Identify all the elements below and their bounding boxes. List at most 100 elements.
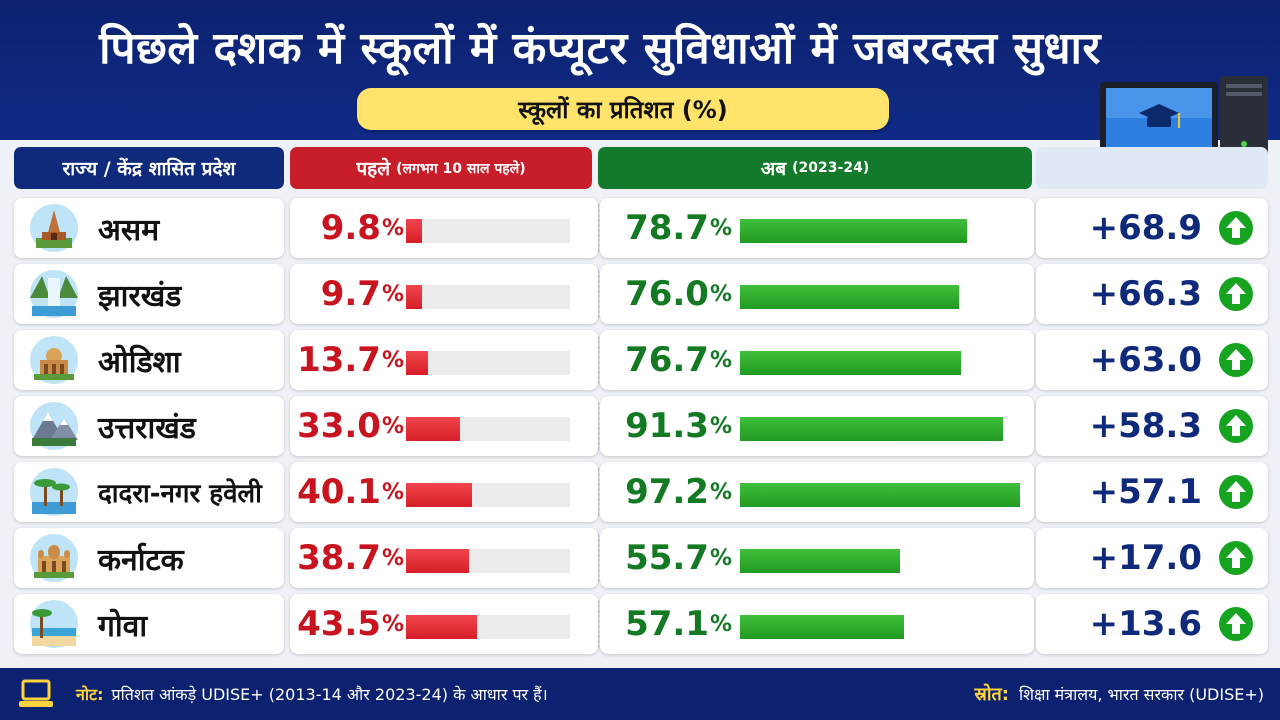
column-header-before-note: (लगभग 10 साल पहले) bbox=[396, 160, 526, 177]
before-value: 9.7 bbox=[320, 274, 381, 314]
column-divider bbox=[598, 204, 599, 252]
before-cell: 13.7% bbox=[290, 330, 598, 390]
now-value-label: 55.7% bbox=[600, 528, 732, 588]
now-cell: 78.7% bbox=[600, 198, 1034, 258]
footer-note-text: प्रतिशत आंकड़े UDISE+ (2013-14 और 2023-2… bbox=[111, 685, 548, 704]
table-row: कर्नाटक 38.7% 55.7% +17.0 bbox=[14, 528, 1268, 588]
now-cell: 91.3% bbox=[600, 396, 1034, 456]
change-value: +68.9 bbox=[1089, 208, 1202, 248]
before-value-label: 9.8% bbox=[290, 198, 404, 258]
now-bar bbox=[740, 483, 1020, 507]
now-cell: 57.1% bbox=[600, 594, 1034, 654]
column-header-state: राज्य / केंद्र शासित प्रदेश bbox=[14, 147, 284, 189]
change-cell: +66.3 bbox=[1036, 264, 1268, 324]
before-value: 43.5 bbox=[297, 604, 381, 644]
now-value: 76.7 bbox=[625, 340, 709, 380]
percent-sign: % bbox=[709, 413, 732, 439]
column-header-state-label: राज्य / केंद्र शासित प्रदेश bbox=[62, 158, 236, 180]
state-name: झारखंड bbox=[98, 278, 182, 314]
footer-note-label: नोट: bbox=[76, 685, 104, 704]
before-bar-track bbox=[406, 549, 570, 573]
percent-sign: % bbox=[381, 413, 404, 439]
state-name: दादरा-नगर हवेली bbox=[98, 479, 262, 509]
before-value: 40.1 bbox=[297, 472, 381, 512]
footer-note: नोट: प्रतिशत आंकड़े UDISE+ (2013-14 और 2… bbox=[76, 668, 548, 720]
before-bar-track bbox=[406, 351, 570, 375]
column-header-now-note: (2023-24) bbox=[792, 160, 870, 176]
state-cell: गोवा bbox=[14, 594, 284, 654]
column-header-change bbox=[1036, 147, 1268, 189]
now-value: 78.7 bbox=[625, 208, 709, 248]
column-divider bbox=[598, 534, 599, 582]
before-cell: 43.5% bbox=[290, 594, 598, 654]
before-value-label: 13.7% bbox=[290, 330, 404, 390]
change-value: +17.0 bbox=[1089, 538, 1202, 578]
before-bar bbox=[406, 549, 470, 573]
palm-tree-icon bbox=[28, 466, 80, 518]
before-bar bbox=[406, 285, 422, 309]
state-cell: कर्नाटक bbox=[14, 528, 284, 588]
arrow-up-icon bbox=[1219, 607, 1253, 641]
change-cell: +63.0 bbox=[1036, 330, 1268, 390]
change-cell: +17.0 bbox=[1036, 528, 1268, 588]
percent-sign: % bbox=[381, 479, 404, 505]
state-cell: उत्तराखंड bbox=[14, 396, 284, 456]
before-cell: 9.7% bbox=[290, 264, 598, 324]
waterfall-icon bbox=[28, 268, 80, 320]
before-value-label: 9.7% bbox=[290, 264, 404, 324]
before-value-label: 38.7% bbox=[290, 528, 404, 588]
percent-sign: % bbox=[709, 545, 732, 571]
now-value-label: 78.7% bbox=[600, 198, 732, 258]
before-value-label: 40.1% bbox=[290, 462, 404, 522]
column-divider bbox=[598, 270, 599, 318]
column-divider bbox=[598, 402, 599, 450]
before-bar-track bbox=[406, 417, 570, 441]
state-name: असम bbox=[98, 212, 160, 248]
state-cell: असम bbox=[14, 198, 284, 258]
percent-sign: % bbox=[381, 215, 404, 241]
change-cell: +13.6 bbox=[1036, 594, 1268, 654]
percent-sign: % bbox=[381, 347, 404, 373]
percent-sign: % bbox=[709, 611, 732, 637]
now-value-label: 76.0% bbox=[600, 264, 732, 324]
table-row: झारखंड 9.7% 76.0% +66.3 bbox=[14, 264, 1268, 324]
beach-icon bbox=[28, 598, 80, 650]
now-bar bbox=[740, 351, 961, 375]
change-cell: +68.9 bbox=[1036, 198, 1268, 258]
column-header-before-label: पहले bbox=[356, 158, 391, 180]
before-bar bbox=[406, 417, 461, 441]
subtitle-badge: स्कूलों का प्रतिशत (%) bbox=[357, 88, 889, 130]
now-cell: 76.7% bbox=[600, 330, 1034, 390]
column-header-before: पहले (लगभग 10 साल पहले) bbox=[290, 147, 592, 189]
table-row: उत्तराखंड 33.0% 91.3% +58.3 bbox=[14, 396, 1268, 456]
monument-icon bbox=[28, 334, 80, 386]
now-value-label: 76.7% bbox=[600, 330, 732, 390]
footer-bar: नोट: प्रतिशत आंकड़े UDISE+ (2013-14 और 2… bbox=[0, 668, 1280, 720]
table-row: दादरा-नगर हवेली 40.1% 97.2% +57.1 bbox=[14, 462, 1268, 522]
column-divider bbox=[598, 468, 599, 516]
now-cell: 55.7% bbox=[600, 528, 1034, 588]
before-bar-track bbox=[406, 483, 570, 507]
percent-sign: % bbox=[709, 281, 732, 307]
table-row: असम 9.8% 78.7% +68.9 bbox=[14, 198, 1268, 258]
now-value-label: 97.2% bbox=[600, 462, 732, 522]
before-bar-track bbox=[406, 615, 570, 639]
mountain-icon bbox=[28, 400, 80, 452]
state-name: गोवा bbox=[98, 608, 148, 644]
table-row: ओडिशा 13.7% 76.7% +63.0 bbox=[14, 330, 1268, 390]
column-divider bbox=[598, 336, 599, 384]
now-cell: 97.2% bbox=[600, 462, 1034, 522]
arrow-up-icon bbox=[1219, 211, 1253, 245]
change-cell: +57.1 bbox=[1036, 462, 1268, 522]
state-cell: दादरा-नगर हवेली bbox=[14, 462, 284, 522]
palace-icon bbox=[28, 532, 80, 584]
change-value: +63.0 bbox=[1089, 340, 1202, 380]
footer-source-label: स्रोत: bbox=[974, 684, 1009, 705]
change-value: +66.3 bbox=[1089, 274, 1202, 314]
change-value: +13.6 bbox=[1089, 604, 1202, 644]
arrow-up-icon bbox=[1219, 475, 1253, 509]
arrow-up-icon bbox=[1219, 541, 1253, 575]
column-divider bbox=[598, 600, 599, 648]
before-bar bbox=[406, 483, 472, 507]
before-bar-track bbox=[406, 219, 570, 243]
